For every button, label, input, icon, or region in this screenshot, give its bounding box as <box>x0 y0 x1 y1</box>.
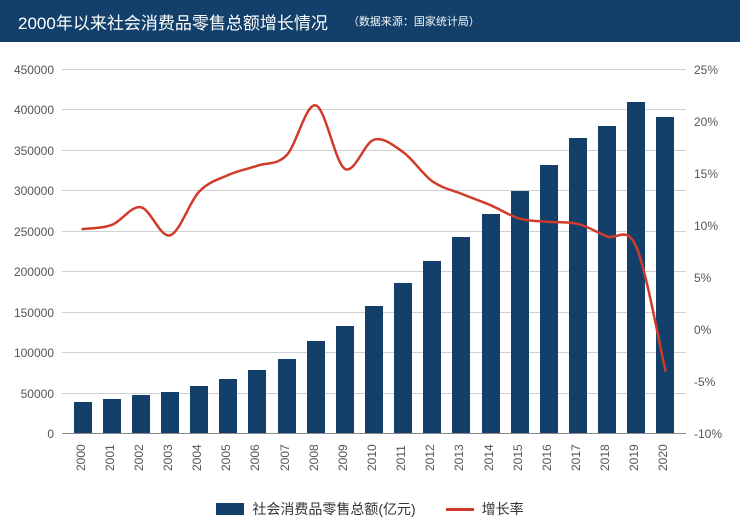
x-tick-label: 2012 <box>423 437 441 479</box>
bar <box>394 283 412 434</box>
legend-swatch-line <box>446 508 474 511</box>
y-right-tick: 20% <box>694 116 740 128</box>
y-left-tick: 250000 <box>0 226 54 238</box>
x-tick-label: 2002 <box>132 437 150 479</box>
bar <box>598 126 616 434</box>
bar <box>74 402 92 434</box>
bar <box>365 306 383 434</box>
x-tick-label: 2007 <box>278 437 296 479</box>
bar <box>569 138 587 434</box>
bar <box>452 237 470 434</box>
bar <box>627 102 645 434</box>
y-right-tick: 15% <box>694 168 740 180</box>
y-axis-left: 0500001000001500002000002500003000003500… <box>0 70 58 434</box>
x-tick-label: 2011 <box>394 437 412 479</box>
y-left-tick: 200000 <box>0 266 54 278</box>
legend: 社会消费品零售总额(亿元) 增长率 <box>0 499 740 519</box>
x-axis-labels: 2000 2001 2002 2003 2004 2005 2006 2007 2008 2009… <box>62 437 686 479</box>
y-left-tick: 350000 <box>0 145 54 157</box>
x-tick-label: 2013 <box>452 437 470 479</box>
legend-swatch-bar <box>216 503 244 515</box>
bar <box>132 395 150 434</box>
legend-label-line: 增长率 <box>482 499 524 519</box>
y-right-tick: 10% <box>694 220 740 232</box>
x-tick-label: 2020 <box>656 437 674 479</box>
y-right-tick: 0% <box>694 324 740 336</box>
x-tick-label: 2017 <box>569 437 587 479</box>
legend-label-bar: 社会消费品零售总额(亿元) <box>252 499 415 519</box>
y-left-tick: 0 <box>0 428 54 440</box>
x-tick-label: 2016 <box>540 437 558 479</box>
y-right-tick: 5% <box>694 272 740 284</box>
y-axis-right: -10%-5%0%5%10%15%20%25% <box>690 70 740 434</box>
y-left-tick: 450000 <box>0 64 54 76</box>
x-tick-label: 2003 <box>161 437 179 479</box>
bar <box>278 359 296 434</box>
x-tick-label: 2018 <box>598 437 616 479</box>
y-right-tick: -10% <box>694 428 740 440</box>
bar <box>511 191 529 434</box>
bar-group <box>62 70 686 434</box>
y-left-tick: 400000 <box>0 104 54 116</box>
x-tick-label: 2000 <box>74 437 92 479</box>
y-left-tick: 150000 <box>0 307 54 319</box>
chart-title: 2000年以来社会消费品零售总额增长情况 <box>18 9 328 34</box>
legend-item-line: 增长率 <box>446 499 524 519</box>
bar <box>656 117 674 434</box>
x-tick-label: 2008 <box>307 437 325 479</box>
y-left-tick: 300000 <box>0 185 54 197</box>
x-tick-label: 2009 <box>336 437 354 479</box>
x-tick-label: 2014 <box>482 437 500 479</box>
x-tick-label: 2019 <box>627 437 645 479</box>
x-tick-label: 2005 <box>219 437 237 479</box>
bar <box>336 326 354 434</box>
x-axis-baseline <box>62 433 686 434</box>
bar <box>161 392 179 434</box>
bar <box>307 341 325 434</box>
bar <box>482 214 500 434</box>
bar <box>248 370 266 434</box>
legend-item-bar: 社会消费品零售总额(亿元) <box>216 499 415 519</box>
x-tick-label: 2006 <box>248 437 266 479</box>
x-tick-label: 2015 <box>511 437 529 479</box>
bar <box>219 379 237 434</box>
bar <box>540 165 558 434</box>
chart-title-bar: 2000年以来社会消费品零售总额增长情况 （数据来源：国家统计局） <box>0 0 740 42</box>
y-left-tick: 100000 <box>0 347 54 359</box>
y-right-tick: 25% <box>694 64 740 76</box>
chart-container: 2000年以来社会消费品零售总额增长情况 （数据来源：国家统计局） 0 50000… <box>0 0 740 529</box>
x-tick-label: 2001 <box>103 437 121 479</box>
x-tick-label: 2004 <box>190 437 208 479</box>
x-tick-label: 2010 <box>365 437 383 479</box>
plot-area <box>62 70 686 434</box>
y-left-tick: 50000 <box>0 388 54 400</box>
bar <box>190 386 208 434</box>
chart-subtitle: （数据来源：国家统计局） <box>348 13 480 29</box>
bar <box>423 261 441 434</box>
y-right-tick: -5% <box>694 376 740 388</box>
bar <box>103 399 121 434</box>
